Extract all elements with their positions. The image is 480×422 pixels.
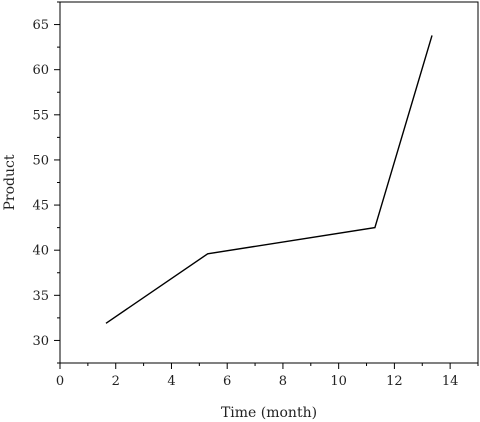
y-tick-label: 35	[32, 289, 49, 304]
y-tick-label: 55	[32, 108, 49, 123]
x-tick-label: 14	[442, 374, 459, 389]
y-tick-label: 45	[32, 199, 49, 214]
y-tick-label: 60	[32, 63, 49, 78]
x-axis: 0 2 4 6 8 10 12 14	[56, 363, 479, 389]
x-tick-label: 10	[330, 374, 347, 389]
y-tick-label: 50	[32, 153, 49, 168]
x-tick-label: 8	[279, 374, 287, 389]
x-tick-label: 2	[112, 374, 120, 389]
series-layer	[105, 35, 433, 324]
y-axis-title: Product	[2, 154, 18, 210]
plot-area-border	[59, 1, 479, 364]
x-tick-label: 0	[56, 374, 64, 389]
x-tick-label: 12	[386, 374, 403, 389]
series-line-1	[105, 35, 433, 324]
y-tick-label: 65	[32, 18, 49, 33]
x-tick-label: 4	[167, 374, 175, 389]
x-axis-title: Time (month)	[221, 405, 317, 421]
x-tick-label: 6	[223, 374, 231, 389]
plot-frame	[59, 1, 479, 364]
y-axis: 30 35 40 45 50 55 60 65	[32, 1, 60, 364]
y-tick-label: 30	[32, 334, 49, 349]
y-tick-label: 40	[32, 244, 49, 259]
